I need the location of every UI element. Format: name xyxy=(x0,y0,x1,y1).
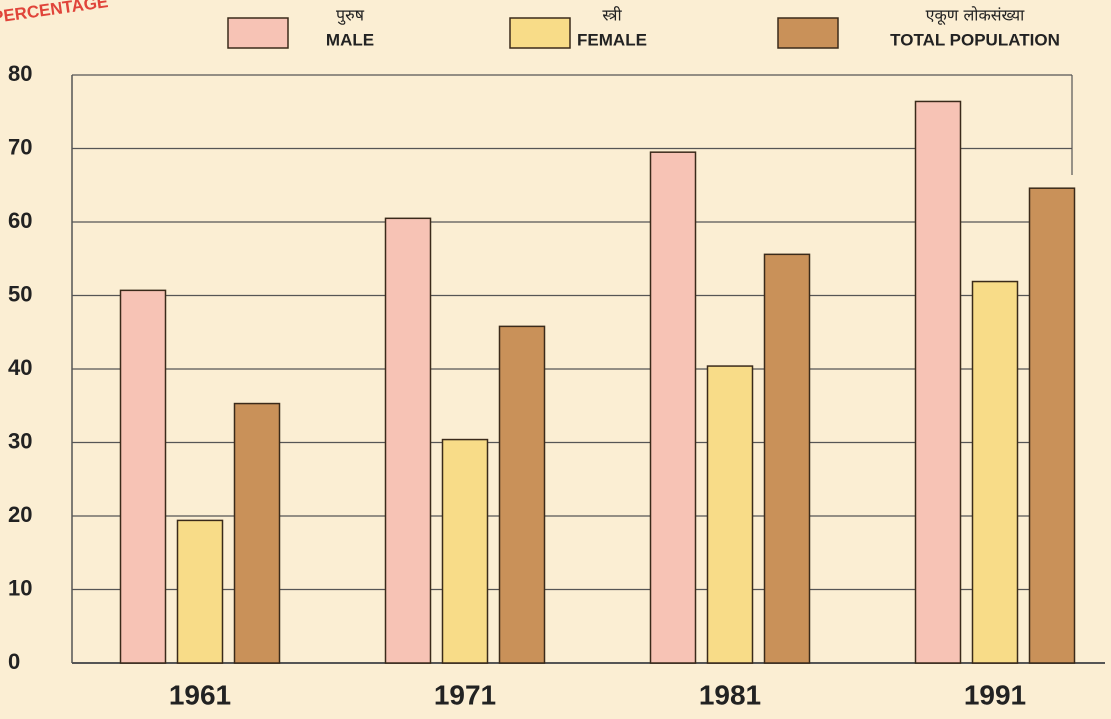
y-tick-label: 20 xyxy=(8,502,32,527)
y-tick-label: 60 xyxy=(8,208,32,233)
bar xyxy=(914,100,962,664)
legend-label: TOTAL POPULATION xyxy=(890,30,1060,49)
bar xyxy=(233,402,281,664)
legend-label: MALE xyxy=(326,30,374,49)
axis-label: PERCENTAGE xyxy=(0,0,109,27)
bar xyxy=(649,151,697,664)
y-tick-label: 0 xyxy=(8,649,20,674)
bar xyxy=(384,217,432,664)
bar xyxy=(971,280,1019,664)
y-tick-label: 70 xyxy=(8,134,32,159)
legend-label: FEMALE xyxy=(577,30,647,49)
y-tick-label: 40 xyxy=(8,355,32,380)
bar xyxy=(441,438,489,664)
y-tick-label: 30 xyxy=(8,428,32,453)
y-tick-label: 80 xyxy=(8,61,32,86)
bar xyxy=(1028,187,1076,664)
legend-swatch xyxy=(227,17,289,49)
bar xyxy=(763,253,811,664)
legend-local-label: स्त्री xyxy=(602,6,622,25)
x-tick-label: 1961 xyxy=(169,679,231,710)
bar xyxy=(706,365,754,664)
bar xyxy=(176,519,224,664)
bar xyxy=(119,289,167,664)
legend-local-label: एकूण लोकसंख्या xyxy=(926,6,1026,26)
x-tick-label: 1991 xyxy=(964,679,1026,710)
legend-swatch xyxy=(777,17,839,49)
x-tick-label: 1971 xyxy=(434,679,496,710)
legend-local-label: पुरुष xyxy=(336,6,365,26)
x-tick-label: 1981 xyxy=(699,679,761,710)
bar xyxy=(498,325,546,664)
y-tick-label: 10 xyxy=(8,575,32,600)
legend-swatch xyxy=(509,17,571,49)
y-tick-label: 50 xyxy=(8,281,32,306)
